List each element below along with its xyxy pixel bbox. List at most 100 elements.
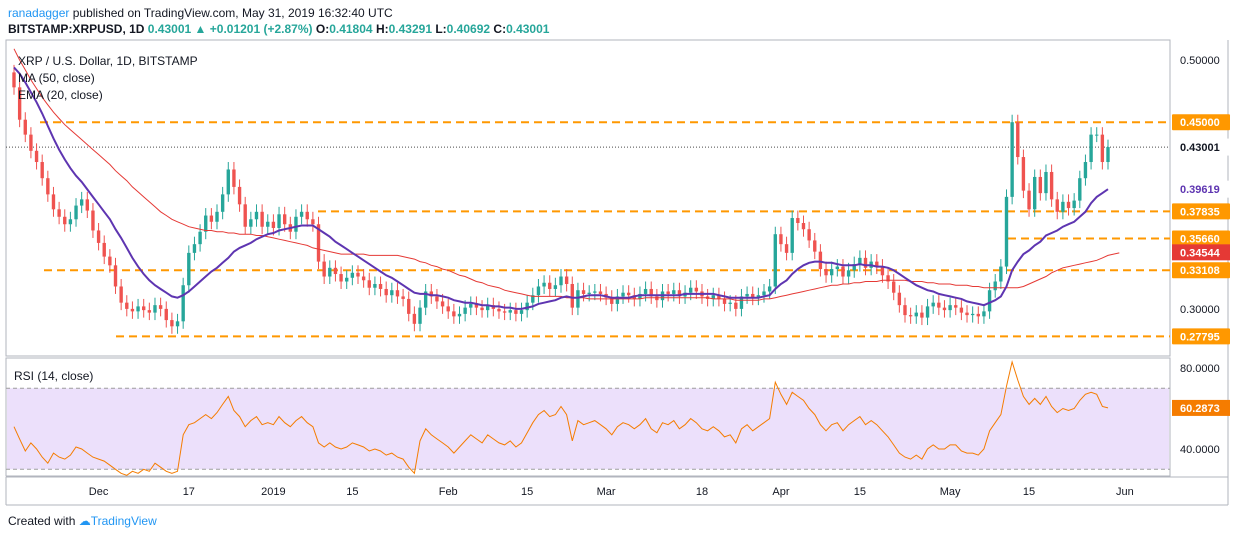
open-label: O: (315, 22, 330, 36)
publish-info: ranadagger published on TradingView.com,… (8, 6, 393, 20)
candle-body (643, 288, 648, 294)
symbol-info: BITSTAMP:XRPUSD, 1D 0.43001 ▲ +0.01201 (… (8, 22, 549, 36)
level-price-label: 0.37835 (1180, 206, 1220, 218)
candle-body (1055, 199, 1059, 212)
symbol-name: BITSTAMP:XRPUSD, 1D (8, 22, 145, 36)
candle-body (536, 286, 541, 296)
candle-body (948, 305, 952, 311)
candle-body (243, 204, 247, 227)
candle-body (232, 169, 236, 187)
candle-body (1038, 176, 1043, 194)
candle-body (333, 267, 338, 275)
candle-body (435, 296, 439, 302)
candle-body (762, 291, 766, 296)
close-label: C: (493, 22, 507, 36)
candle-body (96, 230, 101, 243)
rsi-axis-tick: 80.0000 (1180, 363, 1220, 375)
candle-body (897, 292, 902, 306)
candle-body (266, 221, 270, 227)
candle-body (356, 272, 360, 277)
candle-body (982, 311, 986, 317)
level-price-tag (1172, 114, 1230, 131)
current-price-label: 0.39619 (1180, 184, 1220, 196)
candle-body (164, 308, 168, 321)
level-price-label: 0.27795 (1180, 331, 1220, 343)
sma-legend: MA (50, close) (18, 71, 95, 85)
time-axis-tick: 15 (1023, 486, 1035, 498)
candle-body (192, 244, 197, 253)
candle-body (920, 312, 924, 318)
candle-body (271, 221, 276, 228)
tradingview-link[interactable]: TradingView (90, 514, 157, 528)
low-value: 0.40692 (446, 22, 491, 36)
candle-body (226, 169, 230, 195)
candle-body (254, 211, 259, 220)
candle-body (175, 321, 180, 327)
candle-body (1095, 134, 1099, 136)
candle-body (908, 315, 913, 317)
close-value: 0.43001 (506, 22, 550, 36)
author-link[interactable]: ranadagger (8, 6, 70, 20)
candle-body (841, 266, 845, 277)
candle-body (1004, 196, 1009, 267)
candle-body (457, 313, 462, 317)
candle-body (452, 311, 456, 317)
candle-body (51, 194, 56, 210)
candle-body (102, 242, 106, 257)
candle-body (390, 290, 394, 296)
candle-body (311, 219, 315, 225)
candle-body (548, 282, 552, 289)
candle-body (531, 295, 535, 303)
candle-body (85, 199, 90, 211)
level-price-tag (1172, 328, 1230, 345)
candle-body (130, 308, 135, 312)
time-axis-tick: Apr (772, 486, 789, 498)
candle-body (469, 303, 473, 308)
candle-body (666, 291, 670, 294)
candle-body (1078, 178, 1082, 201)
candle-body (818, 251, 823, 270)
candle-body (576, 290, 580, 308)
level-price-tag (1172, 203, 1230, 220)
candle-body (57, 209, 61, 217)
candle-body (384, 288, 388, 296)
candle-body (722, 298, 727, 304)
candle-body (1021, 157, 1026, 191)
candle-body (858, 257, 862, 265)
candle-body (395, 290, 400, 297)
candle-body (113, 265, 118, 287)
candle-body (649, 288, 653, 297)
candle-body (29, 134, 33, 151)
level-price-label: 0.45000 (1180, 117, 1220, 129)
candle-body (739, 296, 744, 309)
rsi-axis-tick: 40.0000 (1180, 444, 1220, 456)
candle-body (593, 291, 597, 293)
candle-body (959, 307, 964, 313)
level-price-label: 0.33108 (1180, 265, 1220, 277)
candle-body (418, 307, 422, 324)
candle-body (277, 214, 281, 228)
candle-body (999, 266, 1003, 282)
candle-body (1049, 171, 1054, 200)
candle-body (502, 311, 507, 313)
current-price-tag (1171, 180, 1231, 198)
candle-body (903, 305, 907, 316)
candle-body (79, 199, 84, 206)
tradingview-logo-icon: ☁ (78, 514, 91, 528)
candle-body (728, 302, 732, 304)
candle-body (931, 302, 935, 307)
rsi-pane-frame (5, 357, 1171, 477)
open-value: 0.41804 (329, 22, 373, 36)
candle-body (142, 306, 146, 311)
candle-body (942, 307, 947, 311)
candle-body (508, 310, 512, 313)
candle-body (474, 303, 479, 308)
rsi-value-tag (1172, 399, 1230, 416)
candle-body (204, 215, 208, 232)
candle-body (480, 307, 484, 311)
price-axis-tick: 0.30000 (1180, 304, 1220, 316)
candle-body (1044, 171, 1048, 194)
ema-20-line (13, 66, 1109, 310)
price-change: +0.01201 (+2.87%) (209, 22, 313, 36)
